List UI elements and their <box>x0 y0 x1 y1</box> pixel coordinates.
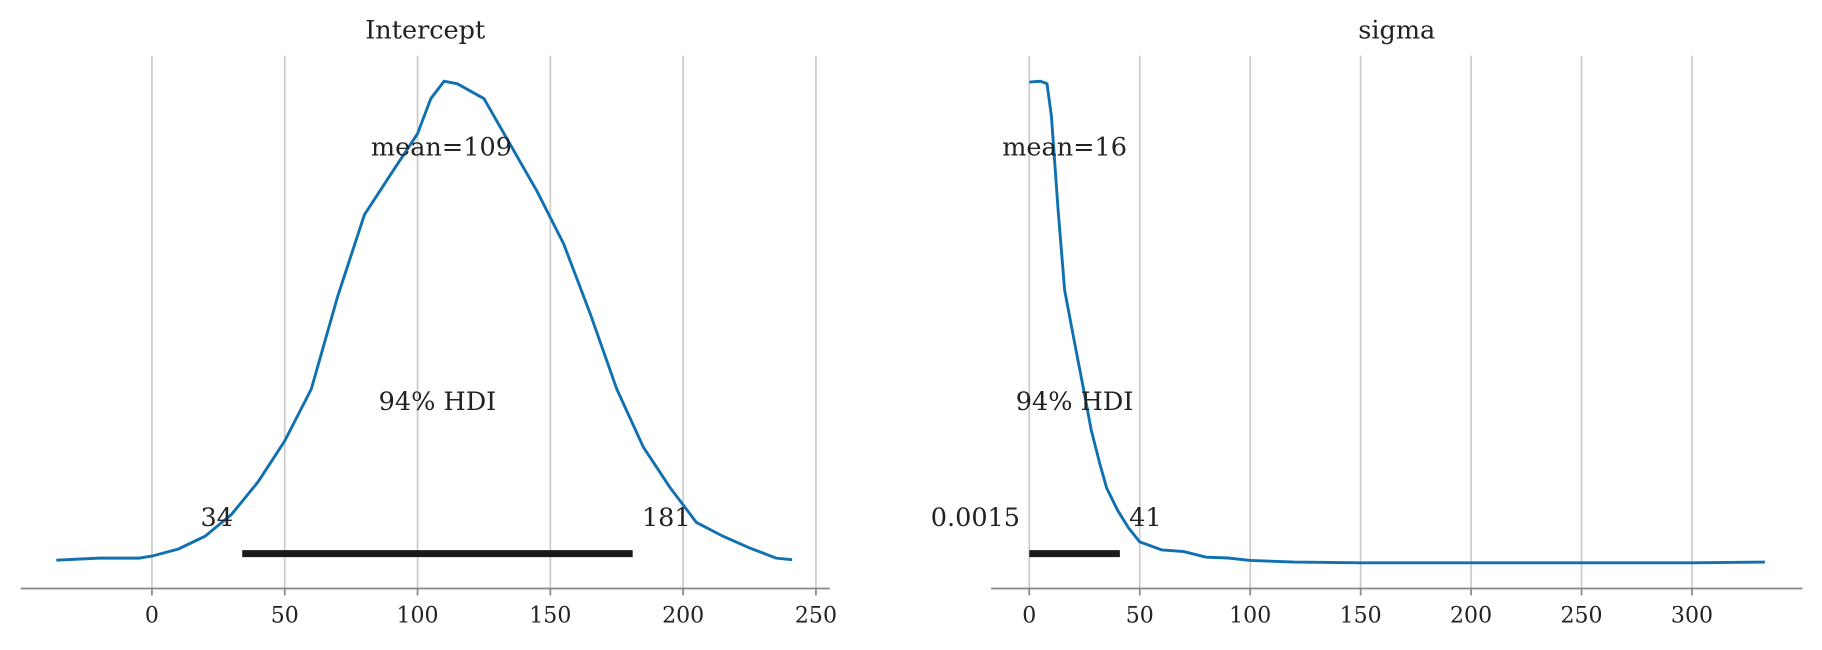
panel-title: Intercept <box>365 15 486 45</box>
x-tick-label: 250 <box>1560 603 1602 628</box>
panel-title: sigma <box>1358 15 1435 45</box>
hdi-lower-label: 0.0015 <box>931 503 1020 533</box>
x-tick-label: 250 <box>795 603 837 628</box>
x-tick-label: 50 <box>271 603 299 628</box>
x-tick-label: 150 <box>1340 603 1382 628</box>
hdi-lower-label: 34 <box>200 503 232 533</box>
x-tick-label: 0 <box>145 603 159 628</box>
x-tick-label: 50 <box>1126 603 1154 628</box>
x-tick-label: 100 <box>1229 603 1271 628</box>
hdi-upper-label: 181 <box>642 503 691 533</box>
x-tick-label: 0 <box>1022 603 1036 628</box>
x-tick-label: 150 <box>529 603 571 628</box>
x-tick-label: 200 <box>662 603 704 628</box>
mean-label: mean=109 <box>371 133 512 163</box>
hdi-label: 94% HDI <box>1016 387 1134 417</box>
hdi-upper-label: 41 <box>1129 503 1161 533</box>
x-tick-label: 300 <box>1671 603 1713 628</box>
mean-label: mean=16 <box>1002 133 1127 163</box>
density-curve <box>1029 79 1765 565</box>
density-curve <box>56 79 793 562</box>
x-tick-label: 100 <box>396 603 438 628</box>
x-tick-label: 200 <box>1450 603 1492 628</box>
hdi-label: 94% HDI <box>379 387 497 417</box>
